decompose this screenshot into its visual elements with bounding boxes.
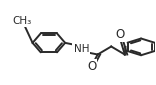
Text: CH₃: CH₃ xyxy=(13,16,32,26)
Text: O: O xyxy=(115,28,125,41)
Text: O: O xyxy=(87,60,96,73)
Text: NH: NH xyxy=(74,44,89,54)
